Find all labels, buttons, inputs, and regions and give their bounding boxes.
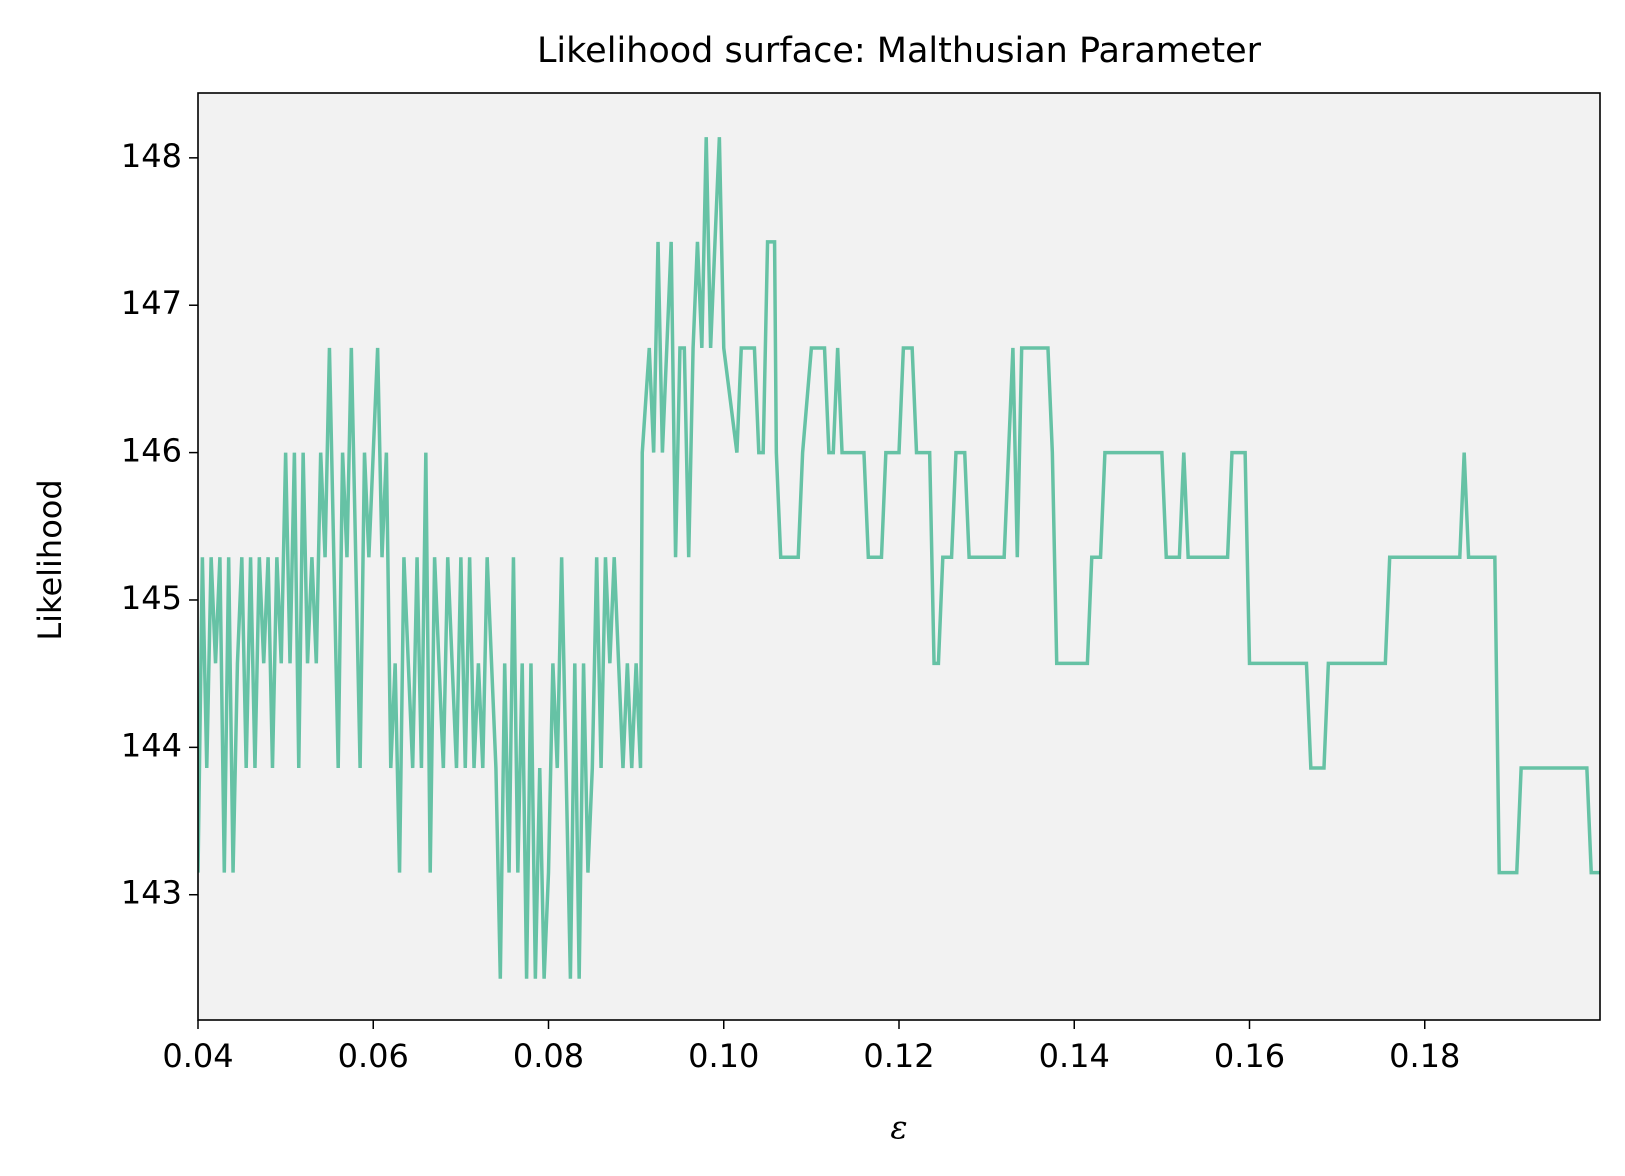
x-axis-label: ε <box>890 1109 907 1147</box>
y-axis-label: Likelihood <box>31 479 69 640</box>
y-tick-label: 146 <box>121 432 182 470</box>
chart-title: Likelihood surface: Malthusian Parameter <box>537 31 1262 71</box>
x-tick-label: 0.18 <box>1389 1037 1460 1075</box>
line <box>198 137 1600 979</box>
y-tick-label: 147 <box>121 284 182 322</box>
x-tick-label: 0.10 <box>688 1037 759 1075</box>
x-tick-label: 0.06 <box>338 1037 409 1075</box>
x-tick-label: 0.04 <box>162 1037 233 1075</box>
plot-frame <box>197 92 1601 1021</box>
x-tick-label: 0.12 <box>863 1037 934 1075</box>
y-tick-label: 144 <box>121 726 182 764</box>
x-tick-label: 0.08 <box>513 1037 584 1075</box>
y-tick-label: 148 <box>121 137 182 175</box>
x-tick-label: 0.14 <box>1039 1037 1110 1075</box>
y-tick-label: 145 <box>121 579 182 617</box>
y-tick-label: 143 <box>121 874 182 912</box>
x-tick-label: 0.16 <box>1214 1037 1285 1075</box>
